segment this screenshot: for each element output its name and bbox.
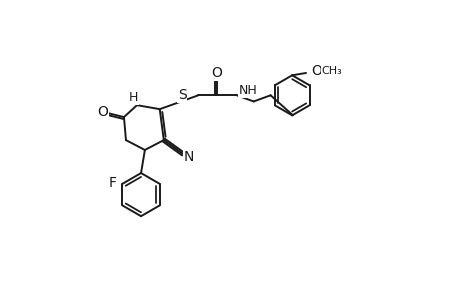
Text: S: S <box>177 88 186 102</box>
Text: N: N <box>184 150 194 164</box>
Text: F: F <box>108 176 116 190</box>
Text: O: O <box>97 106 107 119</box>
Text: O: O <box>211 66 222 80</box>
Text: O: O <box>311 64 322 78</box>
Text: H: H <box>129 91 138 104</box>
Text: NH: NH <box>239 84 257 97</box>
Text: CH₃: CH₃ <box>321 66 341 76</box>
